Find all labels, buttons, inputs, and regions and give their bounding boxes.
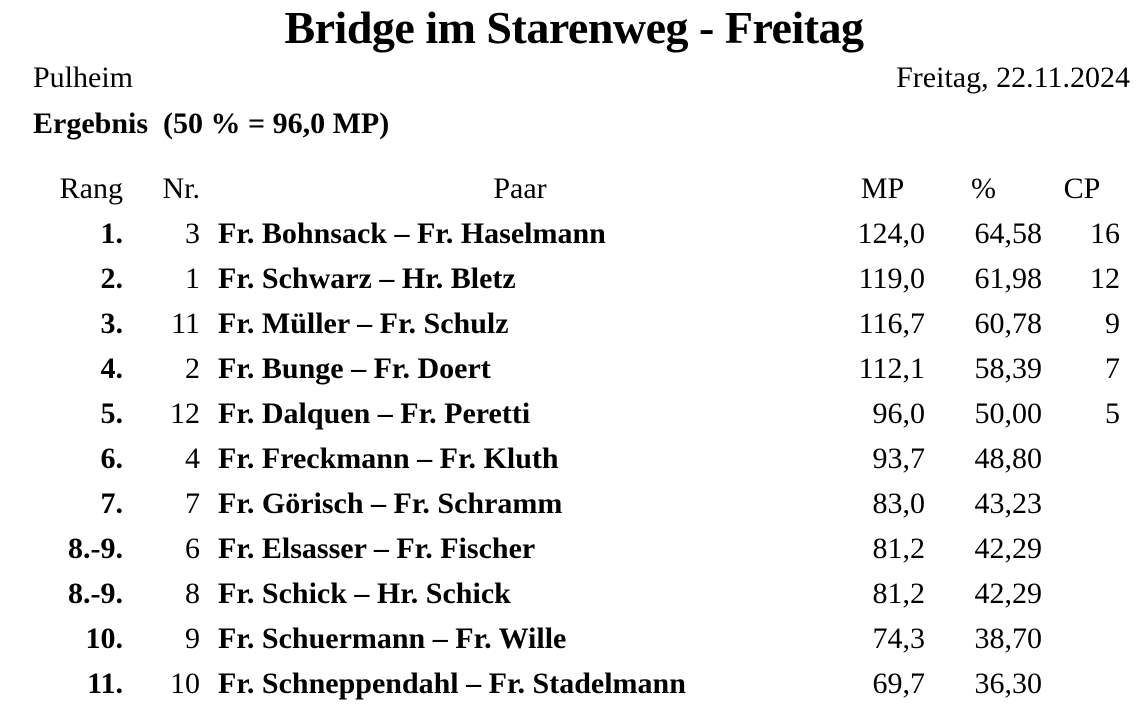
column-header-cp: CP bbox=[1063, 172, 1101, 205]
results-table: Rang Nr. Paar MP % CP 1. 3 Fr. Bohnsack … bbox=[0, 166, 1148, 706]
cell-paar: Fr. Schick – Hr. Schick bbox=[218, 577, 511, 610]
cell-percent: 48,80 bbox=[974, 442, 1043, 475]
column-header-nr: Nr. bbox=[162, 172, 201, 205]
cell-rang: 8.-9. bbox=[68, 532, 123, 565]
cell-paar: Fr. Schuermann – Fr. Wille bbox=[218, 622, 567, 655]
cell-nr: 6 bbox=[185, 532, 200, 565]
cell-nr: 2 bbox=[185, 352, 200, 385]
cell-percent: 58,39 bbox=[974, 352, 1043, 385]
table-row: 3. 11 Fr. Müller – Fr. Schulz 116,7 60,7… bbox=[0, 301, 1148, 346]
cell-cp bbox=[1042, 661, 1122, 706]
cell-paar: Fr. Schneppendahl – Fr. Stadelmann bbox=[218, 667, 686, 700]
cell-percent: 60,78 bbox=[974, 307, 1043, 340]
cell-mp: 83,0 bbox=[872, 487, 926, 520]
cell-paar: Fr. Elsasser – Fr. Fischer bbox=[218, 532, 536, 565]
cell-paar: Fr. Schwarz – Hr. Bletz bbox=[218, 262, 516, 295]
cell-paar: Fr. Bunge – Fr. Doert bbox=[218, 352, 491, 385]
cell-rang: 7. bbox=[100, 487, 124, 520]
cell-mp: 93,7 bbox=[872, 442, 926, 475]
cell-mp: 96,0 bbox=[872, 397, 926, 430]
cell-nr: 10 bbox=[170, 667, 200, 700]
cell-rang: 10. bbox=[85, 622, 124, 655]
table-row: 4. 2 Fr. Bunge – Fr. Doert 112,1 58,39 7 bbox=[0, 346, 1148, 391]
cell-cp: 5 bbox=[1105, 397, 1120, 430]
column-header-percent: % bbox=[971, 172, 996, 205]
table-header-row: Rang Nr. Paar MP % CP bbox=[0, 166, 1148, 211]
cell-nr: 4 bbox=[185, 442, 200, 475]
cell-mp: 69,7 bbox=[872, 667, 926, 700]
cell-nr: 12 bbox=[170, 397, 200, 430]
cell-cp: 16 bbox=[1090, 217, 1120, 250]
cell-cp: 12 bbox=[1090, 262, 1120, 295]
cell-rang: 3. bbox=[100, 307, 124, 340]
cell-cp bbox=[1042, 526, 1122, 571]
cell-rang: 11. bbox=[87, 667, 123, 700]
cell-cp: 9 bbox=[1105, 307, 1120, 340]
column-header-paar: Paar bbox=[493, 172, 547, 205]
location-label: Pulheim bbox=[33, 61, 134, 94]
cell-paar: Fr. Müller – Fr. Schulz bbox=[218, 307, 509, 340]
cell-cp bbox=[1042, 481, 1122, 526]
cell-nr: 8 bbox=[185, 577, 200, 610]
cell-paar: Fr. Bohnsack – Fr. Haselmann bbox=[218, 217, 606, 250]
table-row: 5. 12 Fr. Dalquen – Fr. Peretti 96,0 50,… bbox=[0, 391, 1148, 436]
cell-nr: 9 bbox=[185, 622, 200, 655]
result-summary-line: Ergebnis (50 % = 96,0 MP) bbox=[33, 107, 390, 140]
cell-cp bbox=[1042, 571, 1122, 616]
cell-percent: 61,98 bbox=[974, 262, 1043, 295]
cell-cp: 7 bbox=[1105, 352, 1120, 385]
cell-mp: 112,1 bbox=[858, 352, 925, 385]
cell-percent: 42,29 bbox=[974, 532, 1043, 565]
cell-nr: 1 bbox=[185, 262, 200, 295]
table-row: 10. 9 Fr. Schuermann – Fr. Wille 74,3 38… bbox=[0, 616, 1148, 661]
table-row: 2. 1 Fr. Schwarz – Hr. Bletz 119,0 61,98… bbox=[0, 256, 1148, 301]
table-row: 11. 10 Fr. Schneppendahl – Fr. Stadelman… bbox=[0, 661, 1148, 706]
cell-mp: 74,3 bbox=[872, 622, 926, 655]
table-row: 8.-9. 8 Fr. Schick – Hr. Schick 81,2 42,… bbox=[0, 571, 1148, 616]
cell-percent: 64,58 bbox=[974, 217, 1043, 250]
cell-percent: 50,00 bbox=[974, 397, 1043, 430]
cell-percent: 42,29 bbox=[974, 577, 1043, 610]
cell-nr: 7 bbox=[185, 487, 200, 520]
cell-rang: 1. bbox=[100, 217, 124, 250]
info-row: Pulheim Freitag, 22.11.2024 bbox=[0, 60, 1148, 96]
cell-nr: 3 bbox=[185, 217, 200, 250]
cell-paar: Fr. Freckmann – Fr. Kluth bbox=[218, 442, 559, 475]
date-label: Freitag, 22.11.2024 bbox=[896, 61, 1130, 94]
cell-percent: 36,30 bbox=[974, 667, 1043, 700]
cell-percent: 38,70 bbox=[974, 622, 1043, 655]
cell-paar: Fr. Görisch – Fr. Schramm bbox=[218, 487, 563, 520]
table-row: 7. 7 Fr. Görisch – Fr. Schramm 83,0 43,2… bbox=[0, 481, 1148, 526]
cell-mp: 119,0 bbox=[858, 262, 925, 295]
cell-mp: 81,2 bbox=[872, 532, 926, 565]
cell-cp bbox=[1042, 436, 1122, 481]
cell-paar: Fr. Dalquen – Fr. Peretti bbox=[218, 397, 531, 430]
cell-rang: 2. bbox=[100, 262, 124, 295]
cell-nr: 11 bbox=[171, 307, 200, 340]
page-title: Bridge im Starenweg - Freitag bbox=[284, 2, 864, 53]
cell-rang: 6. bbox=[100, 442, 124, 475]
column-header-mp: MP bbox=[860, 172, 905, 205]
cell-cp bbox=[1042, 616, 1122, 661]
table-body: 1. 3 Fr. Bohnsack – Fr. Haselmann 124,0 … bbox=[0, 211, 1148, 706]
cell-percent: 43,23 bbox=[974, 487, 1043, 520]
table-row: 1. 3 Fr. Bohnsack – Fr. Haselmann 124,0 … bbox=[0, 211, 1148, 256]
cell-mp: 124,0 bbox=[857, 217, 926, 250]
cell-rang: 5. bbox=[100, 397, 124, 430]
column-header-rang: Rang bbox=[59, 172, 123, 205]
table-row: 8.-9. 6 Fr. Elsasser – Fr. Fischer 81,2 … bbox=[0, 526, 1148, 571]
cell-rang: 8.-9. bbox=[68, 577, 123, 610]
cell-mp: 81,2 bbox=[872, 577, 926, 610]
table-row: 6. 4 Fr. Freckmann – Fr. Kluth 93,7 48,8… bbox=[0, 436, 1148, 481]
cell-rang: 4. bbox=[100, 352, 124, 385]
cell-mp: 116,7 bbox=[858, 307, 925, 340]
